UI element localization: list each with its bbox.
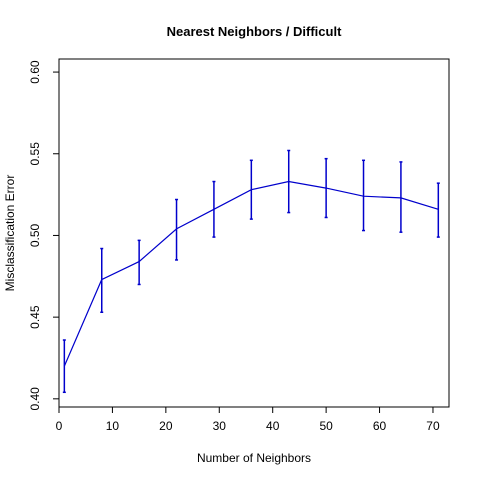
x-axis-title: Number of Neighbors <box>197 451 311 465</box>
y-tick-label: 0.60 <box>28 60 42 84</box>
x-tick-label: 40 <box>266 419 280 433</box>
x-tick-label: 50 <box>319 419 333 433</box>
series-layer <box>62 149 440 394</box>
chart-title: Nearest Neighbors / Difficult <box>167 24 342 39</box>
plot-frame <box>58 58 450 408</box>
y-tick-label: 0.45 <box>28 305 42 329</box>
y-tick-label: 0.40 <box>28 387 42 411</box>
x-tick-label: 10 <box>106 419 120 433</box>
y-tick-label: 0.50 <box>28 223 42 247</box>
x-tick-label: 70 <box>426 419 440 433</box>
y-axis-title: Misclassification Error <box>3 175 17 292</box>
y-tick-label: 0.55 <box>28 142 42 166</box>
x-tick-label: 0 <box>56 419 63 433</box>
y-axis: 0.40 0.45 0.50 0.55 0.60 <box>28 60 60 411</box>
x-tick-label: 30 <box>213 419 227 433</box>
x-axis: 0 10 20 30 40 50 60 70 <box>56 406 440 433</box>
x-tick-label: 60 <box>373 419 387 433</box>
x-tick-label: 20 <box>159 419 173 433</box>
